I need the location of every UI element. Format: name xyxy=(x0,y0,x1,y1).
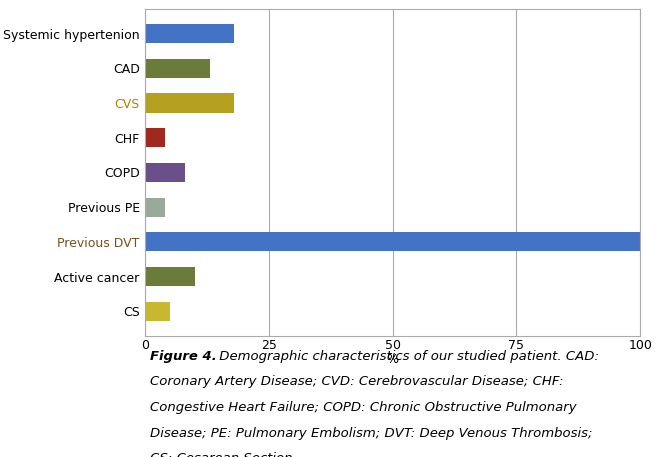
Bar xyxy=(145,302,170,321)
Text: Coronary Artery Disease; CVD: Cerebrovascular Disease; CHF:: Coronary Artery Disease; CVD: Cerebrovas… xyxy=(150,376,564,388)
Bar xyxy=(145,232,640,251)
Text: Figure 4.: Figure 4. xyxy=(150,350,217,363)
X-axis label: %: % xyxy=(387,353,399,366)
Bar xyxy=(145,24,234,43)
Text: Congestive Heart Failure; COPD: Chronic Obstructive Pulmonary: Congestive Heart Failure; COPD: Chronic … xyxy=(150,401,577,414)
Bar xyxy=(145,197,165,217)
Text: Demographic characteristics of our studied patient. CAD:: Demographic characteristics of our studi… xyxy=(214,350,599,363)
Bar xyxy=(145,58,209,78)
Bar xyxy=(145,128,165,147)
Bar xyxy=(145,93,234,112)
Bar xyxy=(145,267,195,286)
Bar xyxy=(145,163,185,182)
Text: CS: Cesarean Section.: CS: Cesarean Section. xyxy=(150,452,297,457)
Text: Disease; PE: Pulmonary Embolism; DVT: Deep Venous Thrombosis;: Disease; PE: Pulmonary Embolism; DVT: De… xyxy=(150,427,593,440)
